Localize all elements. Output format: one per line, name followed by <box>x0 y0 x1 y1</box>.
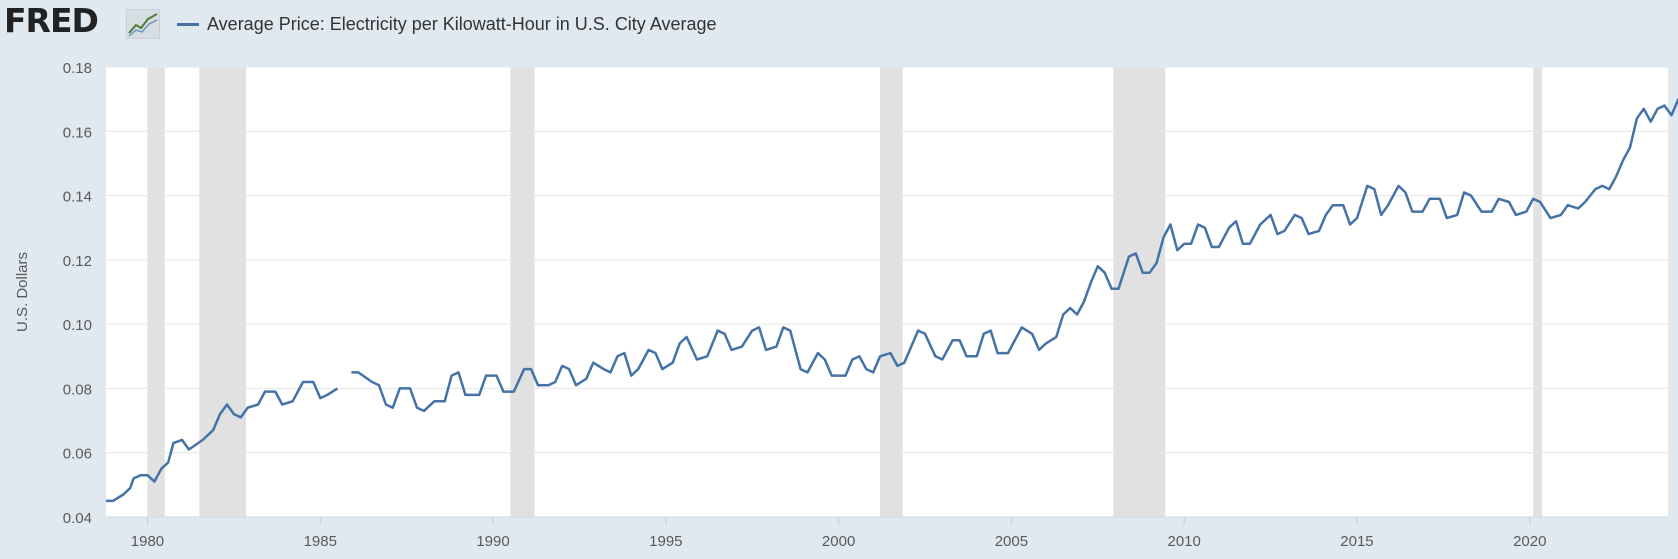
x-tick-label: 2005 <box>995 533 1028 550</box>
recession-band <box>199 67 246 517</box>
x-tick-label: 2020 <box>1513 533 1546 550</box>
legend-label: Average Price: Electricity per Kilowatt-… <box>207 13 717 34</box>
x-axis: 1980 1985 1990 1995 2000 2005 2010 2015 2020 <box>106 516 1668 550</box>
recession-band <box>1113 67 1166 517</box>
data-series <box>106 97 1678 503</box>
recession-band <box>147 67 165 517</box>
y-axis: 0.04 0.06 0.08 0.10 0.12 0.14 0.16 0.18 <box>63 60 92 527</box>
chart-header: FRED Average Price: Electricity per Kilo… <box>0 0 1678 50</box>
x-tick-label: 1985 <box>304 533 337 550</box>
x-tick-label: 2015 <box>1340 533 1373 550</box>
y-axis-label: U.S. Dollars <box>14 252 31 332</box>
recession-band <box>1533 67 1542 517</box>
x-tick-label: 1995 <box>649 533 682 550</box>
recession-band <box>510 67 535 517</box>
series-line <box>106 380 339 503</box>
legend-line-swatch <box>177 22 199 26</box>
y-tick-label: 0.18 <box>63 60 92 77</box>
y-tick-label: 0.12 <box>63 253 92 270</box>
recession-band <box>880 67 903 517</box>
x-tick-label: 2010 <box>1168 533 1201 550</box>
recession-bands <box>147 67 1542 517</box>
fred-line-chart-icon <box>126 9 160 39</box>
series-line <box>351 97 1678 413</box>
y-tick-label: 0.16 <box>63 124 92 141</box>
y-tick-label: 0.06 <box>63 446 92 463</box>
y-tick-label: 0.10 <box>63 317 92 334</box>
chart-legend[interactable]: Average Price: Electricity per Kilowatt-… <box>177 12 717 36</box>
x-tick-label: 1990 <box>476 533 509 550</box>
x-tick-label: 1980 <box>131 533 164 550</box>
y-tick-label: 0.14 <box>63 189 92 206</box>
fred-logo[interactable]: FRED <box>4 1 99 40</box>
y-tick-label: 0.04 <box>63 510 92 527</box>
y-tick-label: 0.08 <box>63 381 92 398</box>
x-tick-label: 2000 <box>822 533 855 550</box>
